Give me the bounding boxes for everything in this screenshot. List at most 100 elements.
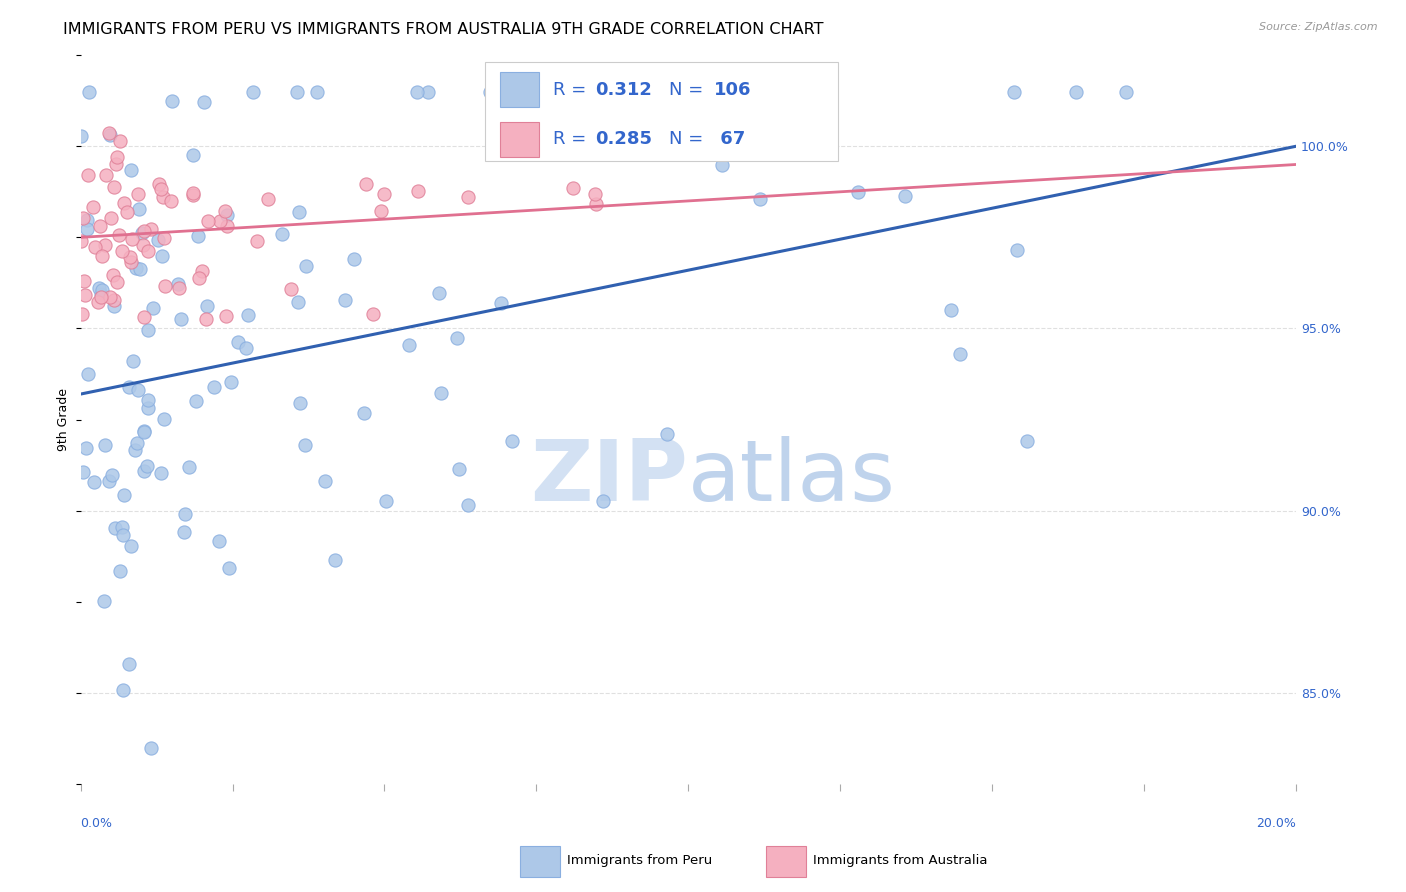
Point [69, 235, 91, 249]
Point [90, 290, 112, 304]
Point [285, 85, 308, 99]
Point [894, 189, 917, 203]
Point [142, 301, 165, 315]
Point [148, 178, 170, 192]
Point [139, 740, 162, 755]
Point [1005, 243, 1028, 257]
Point [120, 250, 142, 264]
Point [167, 281, 190, 295]
Text: 20.0%: 20.0% [1256, 817, 1296, 830]
Point [585, 197, 607, 211]
Point [70, 307, 93, 321]
Point [427, 286, 450, 301]
Point [136, 244, 159, 258]
Point [150, 466, 173, 480]
Point [939, 303, 962, 318]
Text: 106: 106 [714, 81, 751, 99]
Point [187, 229, 209, 244]
Point [356, 177, 378, 191]
Text: atlas: atlas [689, 436, 897, 519]
Point [181, 188, 204, 202]
Point [131, 227, 153, 241]
Point [75, 442, 97, 456]
Point [93, 594, 115, 608]
Point [72, 465, 94, 479]
Point [162, 95, 184, 109]
Point [181, 186, 204, 201]
Text: N =: N = [669, 130, 709, 148]
Point [167, 277, 190, 292]
Point [294, 438, 316, 452]
Point [370, 203, 392, 218]
Point [280, 282, 302, 296]
Point [1115, 85, 1137, 99]
Point [562, 180, 585, 194]
Point [228, 334, 250, 349]
Point [218, 560, 240, 574]
Point [323, 553, 346, 567]
Point [136, 401, 159, 415]
Point [100, 467, 122, 482]
Point [97, 126, 120, 140]
Point [72, 211, 94, 225]
Point [179, 460, 201, 475]
Point [1015, 434, 1038, 448]
Point [120, 162, 142, 177]
Point [188, 271, 211, 285]
Point [197, 214, 219, 228]
Point [131, 238, 153, 252]
Point [235, 341, 257, 355]
Point [76, 222, 98, 236]
Point [287, 294, 309, 309]
Text: ZIP: ZIP [530, 436, 689, 519]
Point [94, 238, 117, 252]
Point [90, 249, 112, 263]
Point [128, 202, 150, 216]
Point [152, 249, 174, 263]
Point [127, 383, 149, 397]
Point [94, 438, 117, 452]
Point [153, 231, 176, 245]
Point [236, 308, 259, 322]
Point [583, 187, 606, 202]
Point [110, 564, 132, 578]
Point [87, 281, 110, 295]
Point [136, 323, 159, 337]
Point [398, 337, 420, 351]
Point [343, 252, 366, 266]
Point [257, 192, 280, 206]
Point [98, 128, 121, 142]
Point [457, 498, 479, 512]
Point [194, 312, 217, 326]
Point [271, 227, 294, 242]
Point [153, 278, 176, 293]
Point [186, 394, 208, 409]
Point [181, 148, 204, 162]
Point [406, 184, 429, 198]
Point [121, 232, 143, 246]
Point [246, 234, 269, 248]
Point [418, 85, 440, 99]
Point [153, 411, 176, 425]
Point [124, 442, 146, 457]
Point [214, 309, 236, 323]
Point [105, 276, 128, 290]
Point [207, 534, 229, 549]
Point [104, 521, 127, 535]
Point [949, 347, 972, 361]
Text: IMMIGRANTS FROM PERU VS IMMIGRANTS FROM AUSTRALIA 9TH GRADE CORRELATION CHART: IMMIGRANTS FROM PERU VS IMMIGRANTS FROM … [63, 22, 824, 37]
Point [405, 85, 427, 99]
Point [1066, 85, 1088, 99]
Point [288, 396, 311, 410]
Point [353, 406, 375, 420]
Point [111, 244, 134, 258]
Point [446, 331, 468, 345]
Point [242, 85, 264, 99]
Bar [501, 72, 538, 107]
Point [150, 182, 173, 196]
Point [711, 158, 734, 172]
Point [87, 294, 110, 309]
Point [214, 203, 236, 218]
Point [75, 288, 97, 302]
Point [98, 474, 121, 488]
